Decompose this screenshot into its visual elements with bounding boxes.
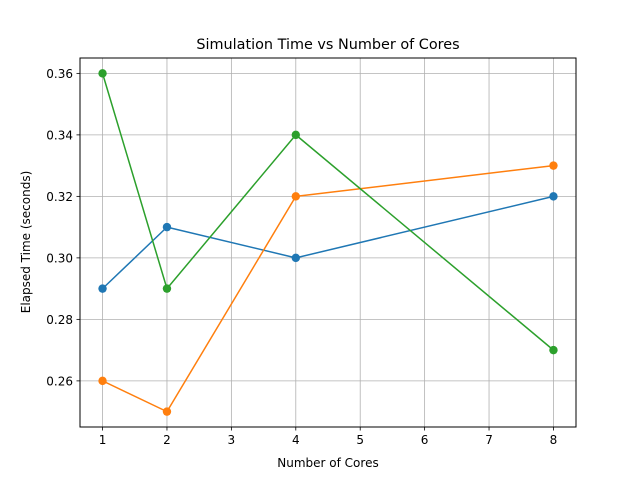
data-point	[162, 284, 172, 293]
x-tick-label: 3	[228, 433, 236, 447]
y-tick-label: 0.28	[46, 313, 73, 327]
data-point	[549, 161, 558, 170]
plot-frame	[79, 57, 577, 428]
y-tick-label: 0.26	[46, 374, 73, 388]
y-axis: 0.26 0.28 0.30 0.32 0.34 0.36	[46, 67, 80, 388]
series-line	[102, 195, 554, 290]
y-tick-label: 0.36	[46, 67, 73, 81]
data-point	[549, 345, 558, 355]
series-line	[101, 73, 554, 351]
data-point	[549, 192, 558, 201]
x-tick-label: 4	[292, 433, 300, 447]
x-tick-label: 1	[99, 433, 107, 447]
series-3	[98, 69, 558, 355]
x-axis-label: Number of Cores	[277, 456, 378, 470]
data-point	[162, 222, 172, 232]
data-point	[98, 69, 107, 78]
data-point	[98, 376, 107, 386]
series-2	[98, 161, 558, 416]
x-axis: 1 2 3 4 5 6 7 8	[99, 427, 558, 447]
y-axis-label: Elapsed Time (seconds)	[19, 171, 33, 314]
y-tick-label: 0.30	[46, 251, 73, 265]
data-point	[162, 407, 172, 416]
series-group	[98, 69, 558, 416]
x-tick-label: 2	[163, 433, 171, 447]
y-tick-label: 0.34	[46, 128, 73, 142]
data-point	[98, 284, 107, 293]
y-tick-label: 0.32	[46, 190, 73, 204]
data-point	[291, 192, 300, 201]
data-point	[291, 253, 300, 263]
data-point	[291, 130, 300, 140]
x-tick-label: 8	[550, 433, 558, 447]
x-tick-label: 5	[356, 433, 364, 447]
x-tick-label: 6	[421, 433, 429, 447]
x-tick-label: 7	[485, 433, 493, 447]
series-line	[102, 164, 554, 413]
series-1	[98, 192, 558, 293]
chart-title: Simulation Time vs Number of Cores	[196, 37, 459, 53]
